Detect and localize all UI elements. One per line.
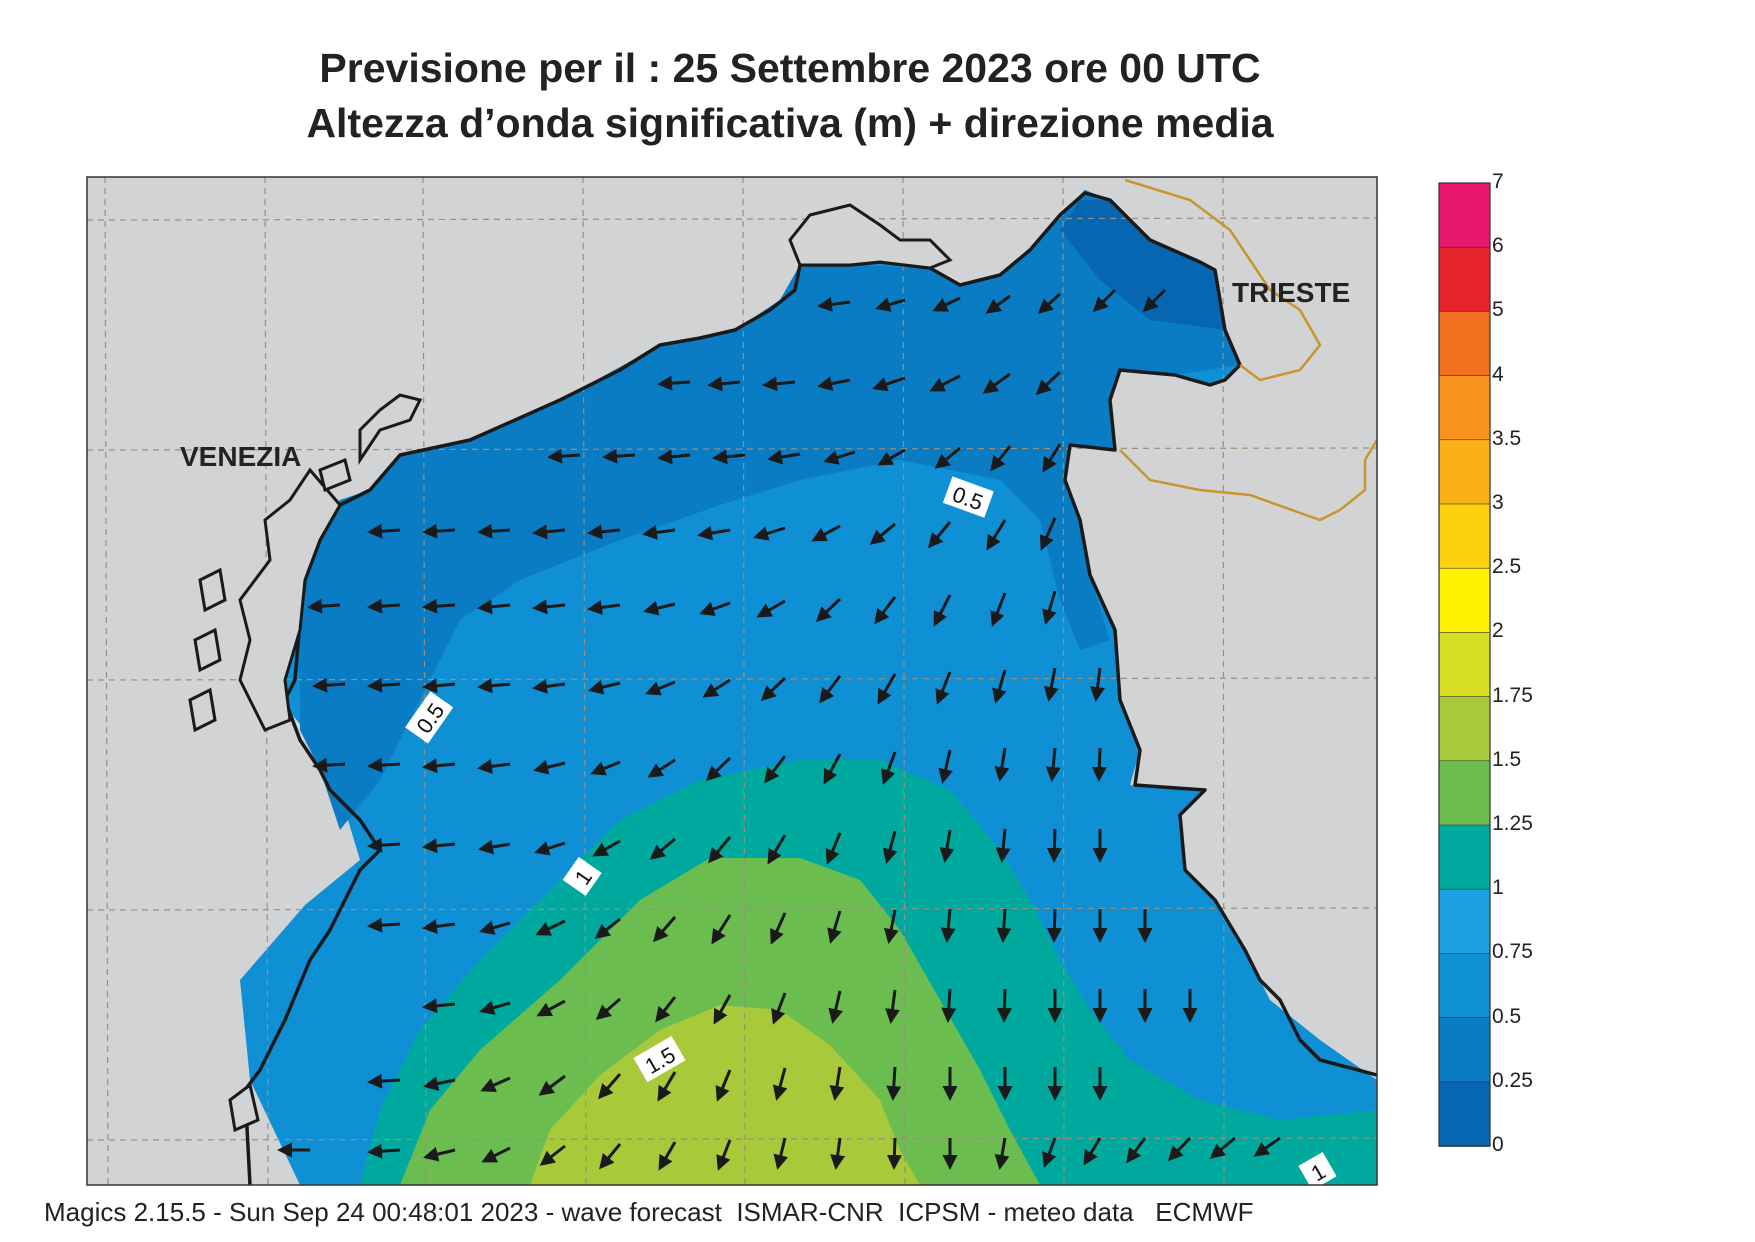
colorbar-tick-label: 3 [1492, 491, 1504, 514]
gulf-of-trieste-coast [788, 203, 953, 270]
colorbar-tick-label: 1.75 [1492, 683, 1533, 707]
city-label-venezia: VENEZIA [180, 441, 301, 472]
wave-band-0-25 [290, 190, 1240, 830]
colorbar-band [1438, 824, 1491, 890]
colorbar-tick-label: 0.25 [1492, 1068, 1533, 1092]
colorbar-tick-label: 0 [1492, 1133, 1504, 1156]
wave-band-0 [1060, 200, 1225, 330]
colorbar-band [1438, 375, 1491, 441]
map-subtitle: Altezza d’onda significativa (m) + direz… [306, 100, 1274, 146]
map-frame-content: 0.5 0.5 1 1.5 1 VENEZIA TRIESTE [87, 177, 1377, 1185]
colorbar-band [1438, 696, 1491, 762]
map-title: Previsione per il : 25 Settembre 2023 or… [319, 45, 1261, 91]
colorbar-band [1438, 760, 1491, 826]
colorbar-tick-label: 3.5 [1492, 426, 1522, 450]
colorbar-band [1438, 311, 1491, 377]
colorbar-tick-label: 1.25 [1492, 812, 1533, 835]
venice-lagoon [188, 393, 423, 1133]
direction-arrows [277, 288, 1281, 1171]
graticule [87, 177, 1377, 1185]
country-border [1119, 178, 1377, 522]
colorbar-tick-label: 0.5 [1492, 1004, 1522, 1028]
colorbar-frame [1438, 182, 1491, 1147]
colorbar-tick-label: 7 [1492, 170, 1504, 193]
map-frame [86, 176, 1378, 1186]
colorbar-tick-label: 4 [1492, 362, 1504, 386]
colorbar-band [1438, 567, 1491, 634]
colorbar-band [1438, 1017, 1491, 1083]
colorbar-band [1438, 246, 1491, 313]
colorbar-tick-label: 6 [1492, 234, 1504, 258]
colorbar-tick-label: 2.5 [1492, 555, 1522, 579]
contour-labels: 0.5 0.5 1 1.5 1 [405, 476, 1337, 1185]
colorbar-band [1438, 632, 1491, 698]
colorbar-tick-label: 1 [1492, 876, 1504, 900]
colorbar-band [1438, 439, 1491, 505]
colorbar-band [1438, 953, 1491, 1019]
colorbar-band [1438, 503, 1491, 569]
colorbar-band [1438, 888, 1491, 955]
footer-caption: Magics 2.15.5 - Sun Sep 24 00:48:01 2023… [44, 1197, 1254, 1227]
colorbar-tick-label: 1.5 [1492, 747, 1522, 771]
city-label-trieste: TRIESTE [1232, 277, 1350, 308]
colorbar-tick-label: 5 [1492, 298, 1504, 322]
colorbar-band [1438, 182, 1491, 248]
colorbar-tick-label: 0.75 [1492, 940, 1533, 964]
colorbar-tick-label: 2 [1492, 619, 1504, 643]
colorbar-band [1438, 1081, 1491, 1147]
colorbar [1438, 182, 1491, 1147]
